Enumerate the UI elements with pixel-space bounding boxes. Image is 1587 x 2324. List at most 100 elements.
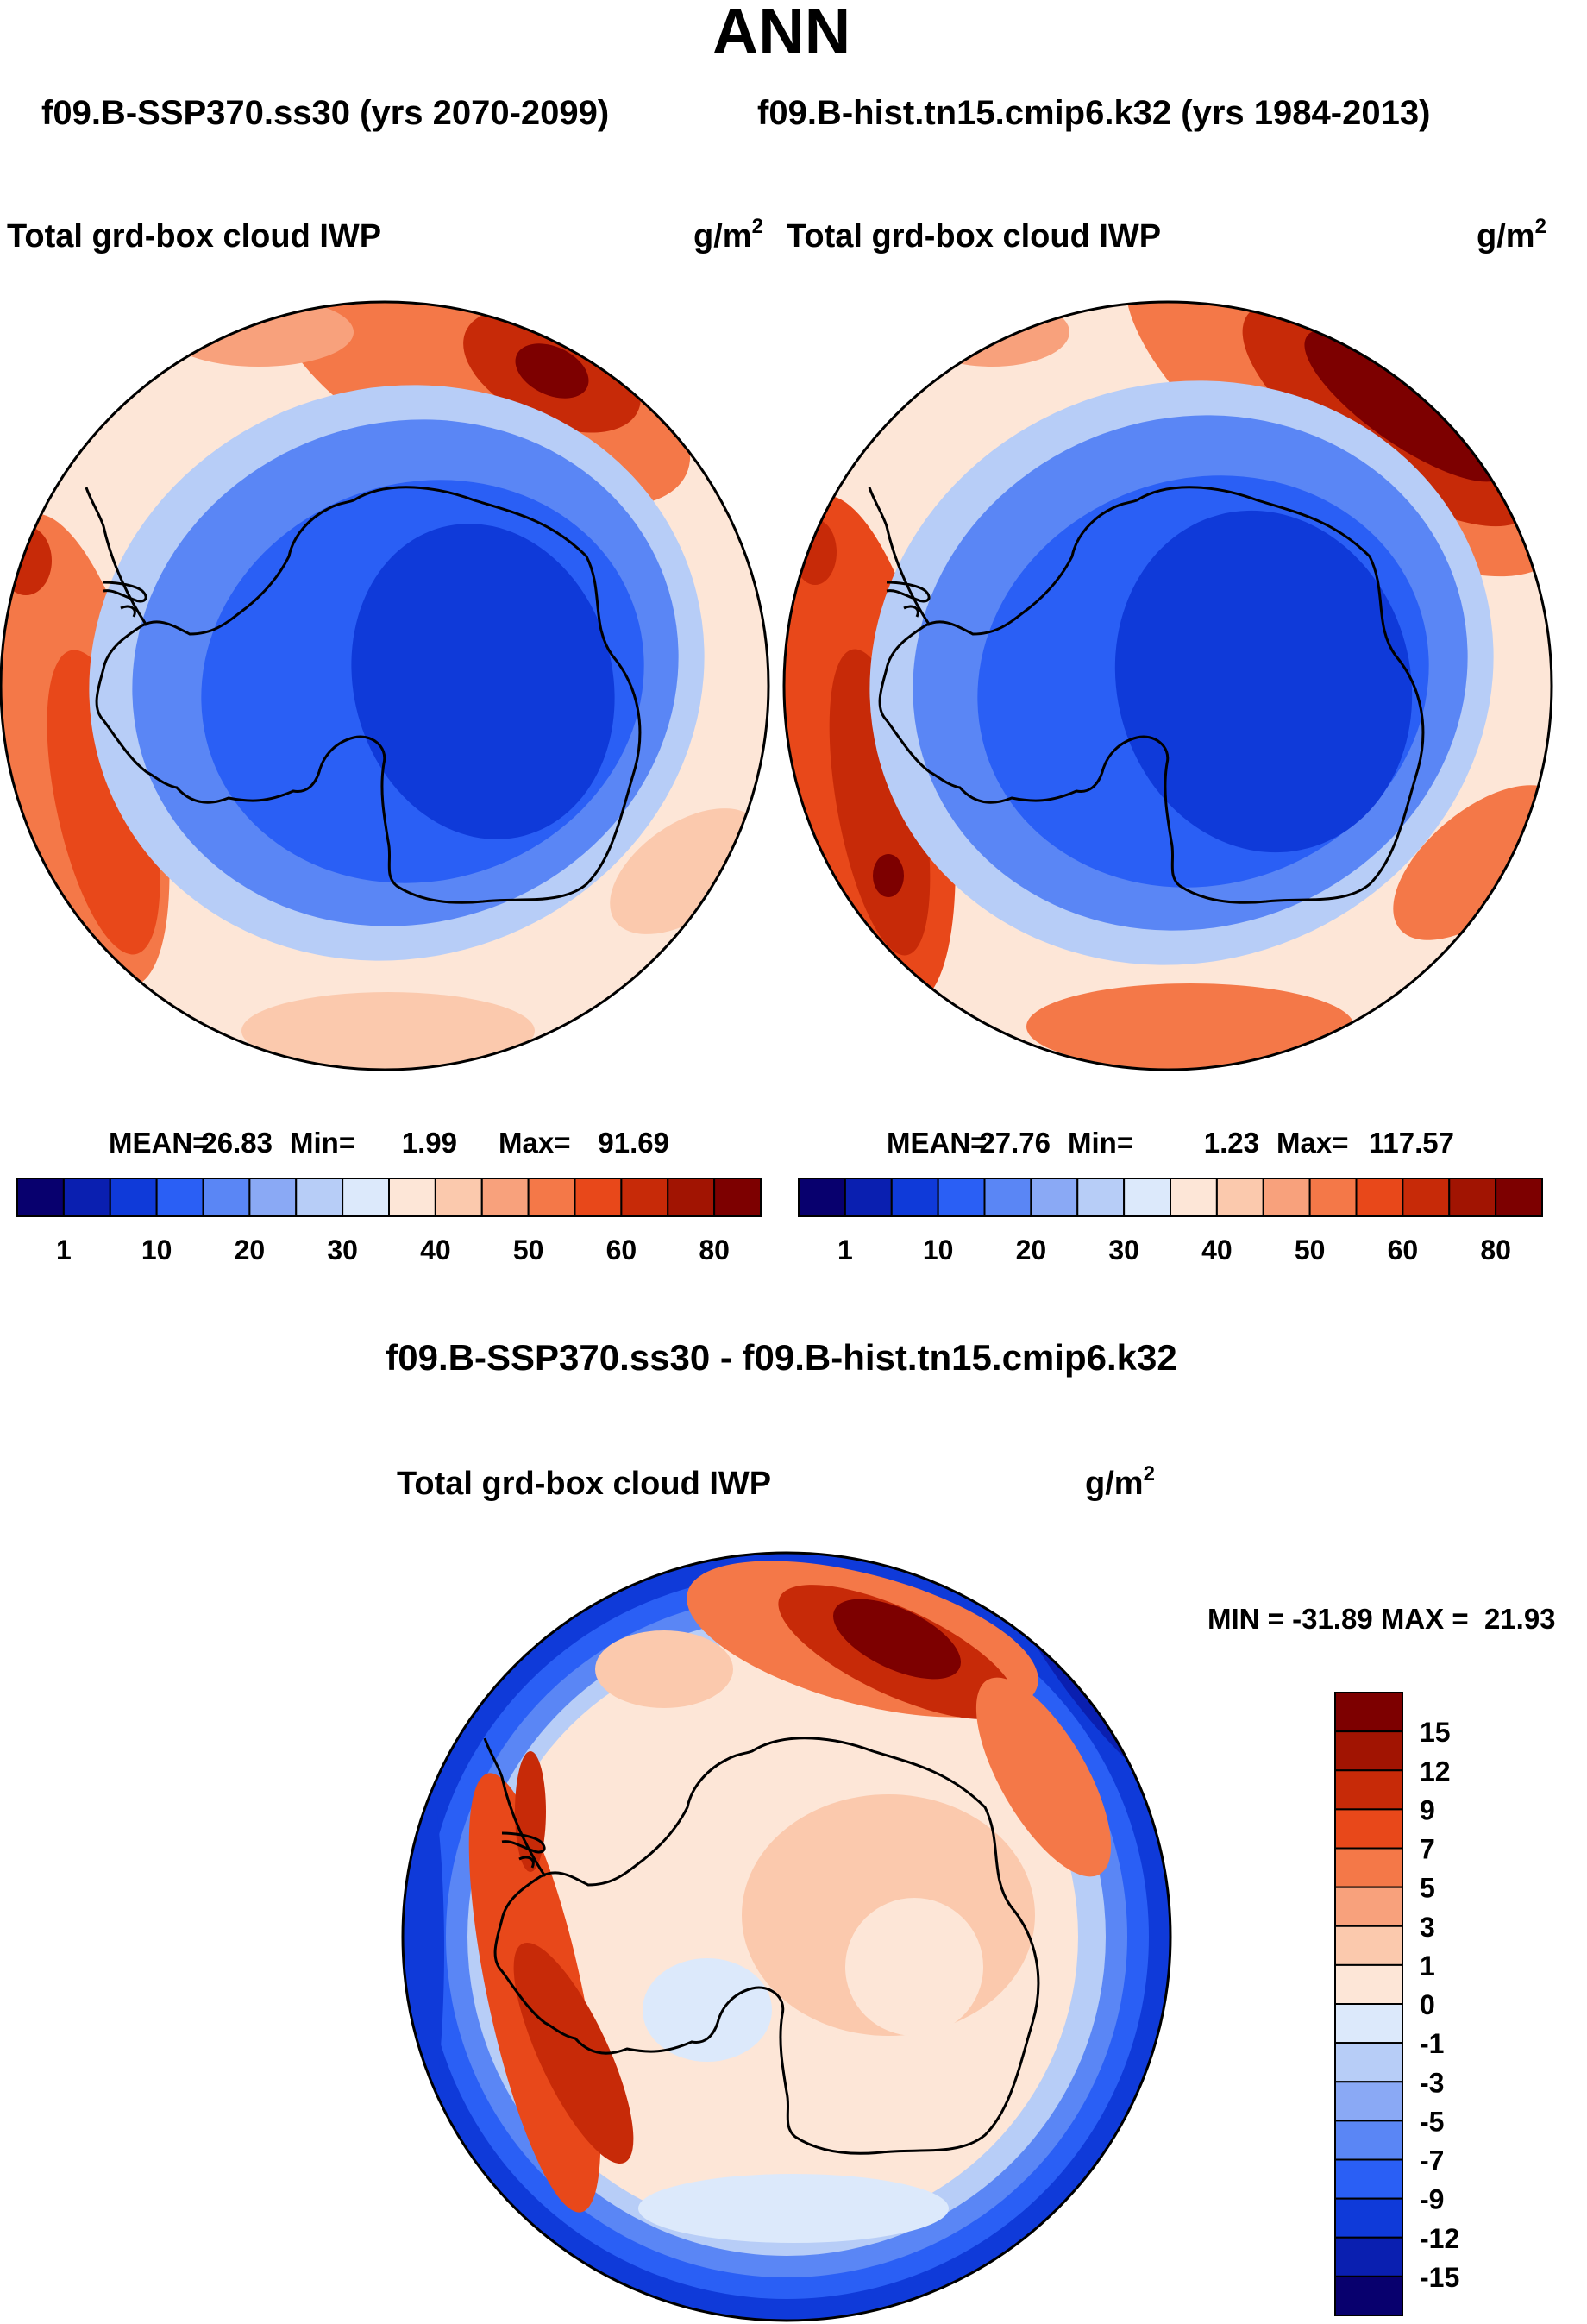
right-colorbar-tick-label: 80: [1480, 1234, 1511, 1266]
left-colorbar-box: [574, 1178, 623, 1217]
right-colorbar-tick-label: 20: [1016, 1234, 1047, 1266]
right-panel-title: Total grd-box cloud IWP: [787, 218, 1161, 254]
right-colorbar-box: [1495, 1178, 1543, 1217]
difference-colorbar-box: [1334, 1925, 1403, 1966]
difference-colorbar-tick-label: 15: [1420, 1717, 1451, 1748]
right-colorbar-ticks: 1 10 20 30 40 50 60 80: [837, 1234, 1511, 1266]
difference-colorbar: [1334, 1692, 1403, 2316]
left-colorbar-box: [202, 1178, 251, 1217]
difference-colorbar-tick-label: -1: [1420, 2028, 1444, 2059]
difference-colorbar-tick-label: 9: [1420, 1794, 1435, 1825]
left-min-value: 1.99: [402, 1127, 457, 1159]
left-colorbar: [16, 1178, 762, 1217]
difference-minmax: MIN = -31.89 MAX = 21.93: [1208, 1603, 1556, 1635]
left-colorbar-tick-label: 1: [56, 1234, 72, 1266]
right-colorbar-box: [983, 1178, 1032, 1217]
right-stats: MEAN= 27.76 Min= 1.23 Max= 117.57: [887, 1127, 1454, 1159]
right-max-label: Max=: [1276, 1127, 1348, 1159]
difference-colorbar-tick-label: 5: [1420, 1873, 1435, 1904]
left-colorbar-box: [713, 1178, 762, 1217]
difference-colorbar-tick-label: 3: [1420, 1912, 1435, 1943]
right-colorbar-box: [798, 1178, 846, 1217]
left-colorbar-box: [388, 1178, 436, 1217]
left-max-value: 91.69: [598, 1127, 669, 1159]
left-colorbar-box: [527, 1178, 576, 1217]
right-colorbar-box: [1123, 1178, 1171, 1217]
difference-colorbar-tick-label: 12: [1420, 1756, 1451, 1787]
left-colorbar-tick-label: 20: [235, 1234, 266, 1266]
left-colorbar-box: [434, 1178, 483, 1217]
left-colorbar-tick-label: 10: [141, 1234, 172, 1266]
left-mean-label: MEAN=: [109, 1127, 209, 1159]
left-stats: MEAN= 26.83 Min= 1.99 Max= 91.69: [109, 1127, 669, 1159]
difference-colorbar-box: [1334, 1730, 1403, 1772]
right-panel-units: g/m2: [1477, 215, 1546, 254]
right-min-label: Min=: [1068, 1127, 1133, 1159]
left-colorbar-box: [62, 1178, 111, 1217]
right-colorbar-box: [1448, 1178, 1497, 1217]
right-colorbar-box: [1170, 1178, 1218, 1217]
difference-colorbar-box: [1334, 2158, 1403, 2200]
right-colorbar-box: [1308, 1178, 1358, 1217]
right-colorbar-tick-label: 30: [1108, 1234, 1139, 1266]
difference-colorbar-ticks: 15 12 9 7 5 3 1 0 -1 -3 -5 -7 -9 -12 -15: [1420, 1717, 1459, 2293]
difference-colorbar-tick-label: -9: [1420, 2184, 1444, 2215]
difference-colorbar-tick-label: 7: [1420, 1834, 1435, 1865]
difference-colorbar-box: [1334, 1808, 1403, 1850]
left-max-label: Max=: [499, 1127, 570, 1159]
difference-colorbar-box: [1334, 2236, 1403, 2277]
left-mean-value: 26.83: [201, 1127, 273, 1159]
left-colorbar-tick-label: 80: [699, 1234, 730, 1266]
case-subtitle-right: f09.B-hist.tn15.cmip6.k32 (yrs 1984-2013…: [757, 94, 1430, 132]
right-colorbar-box: [1355, 1178, 1404, 1217]
difference-colorbar-box: [1334, 1886, 1403, 1927]
difference-colorbar-box: [1334, 2197, 1403, 2239]
difference-colorbar-box: [1334, 2275, 1403, 2316]
right-colorbar-box: [1076, 1178, 1126, 1217]
difference-colorbar-box: [1334, 2003, 1403, 2044]
difference-colorbar-box: [1334, 2081, 1403, 2122]
left-colorbar-box: [109, 1178, 158, 1217]
difference-colorbar-tick-label: -3: [1420, 2067, 1444, 2098]
case-subtitle-left: f09.B-SSP370.ss30 (yrs 2070-2099): [41, 94, 609, 132]
right-colorbar-box: [937, 1178, 986, 1217]
left-colorbar-ticks: 1 10 20 30 40 50 60 80: [56, 1234, 730, 1266]
left-panel-units: g/m2: [693, 215, 763, 254]
left-colorbar-box: [295, 1178, 344, 1217]
right-min-value: 1.23: [1204, 1127, 1259, 1159]
right-colorbar-box: [1030, 1178, 1079, 1217]
difference-panel-title: Total grd-box cloud IWP: [397, 1466, 771, 1502]
difference-panel-units: g/m2: [1085, 1462, 1155, 1502]
left-colorbar-tick-label: 30: [327, 1234, 358, 1266]
difference-polar-map: [401, 1551, 1172, 2322]
right-colorbar-tick-label: 1: [837, 1234, 853, 1266]
difference-colorbar-box: [1334, 1769, 1403, 1811]
difference-colorbar-tick-label: -7: [1420, 2145, 1444, 2176]
right-colorbar-box: [890, 1178, 939, 1217]
left-colorbar-box: [342, 1178, 390, 1217]
left-colorbar-tick-label: 50: [513, 1234, 544, 1266]
left-colorbar-box: [248, 1178, 298, 1217]
right-mean-label: MEAN=: [887, 1127, 987, 1159]
right-colorbar-tick-label: 60: [1388, 1234, 1419, 1266]
difference-colorbar-tick-label: 0: [1420, 1989, 1435, 2020]
difference-colorbar-box: [1334, 1963, 1403, 2005]
right-colorbar: [798, 1178, 1543, 1217]
difference-colorbar-tick-label: -12: [1420, 2223, 1459, 2254]
right-colorbar-tick-label: 40: [1201, 1234, 1233, 1266]
difference-colorbar-tick-label: 1: [1420, 1950, 1435, 1982]
left-panel-title: Total grd-box cloud IWP: [7, 218, 381, 254]
left-colorbar-box: [480, 1178, 530, 1217]
difference-colorbar-tick-label: -5: [1420, 2106, 1444, 2137]
left-colorbar-box: [16, 1178, 65, 1217]
left-colorbar-box: [667, 1178, 716, 1217]
left-colorbar-box: [620, 1178, 669, 1217]
difference-colorbar-box: [1334, 1692, 1403, 1733]
right-colorbar-tick-label: 50: [1295, 1234, 1326, 1266]
left-colorbar-tick-label: 60: [606, 1234, 637, 1266]
left-colorbar-box: [155, 1178, 204, 1217]
right-max-value: 117.57: [1369, 1127, 1454, 1159]
right-colorbar-box: [1402, 1178, 1451, 1217]
difference-colorbar-box: [1334, 1847, 1403, 1888]
